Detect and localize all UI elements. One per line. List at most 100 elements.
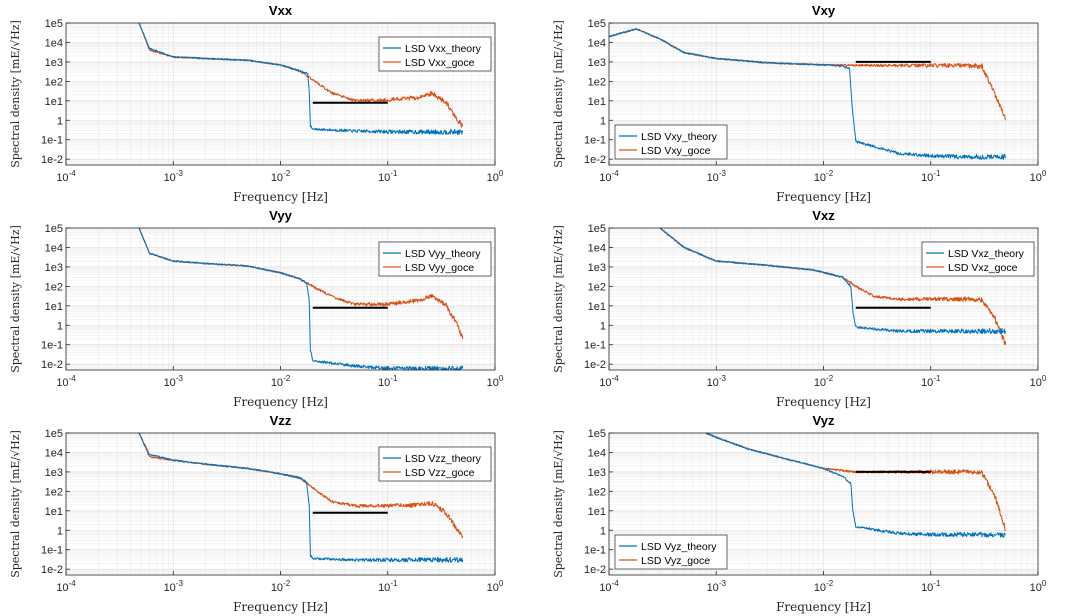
legend-label: LSD Vxx_theory (405, 43, 482, 55)
x-tick-exponent: 0 (499, 169, 504, 178)
y-tick-label: 1e1 (45, 506, 63, 518)
y-tick-label: 1e-1 (584, 135, 606, 147)
y-tick-label: 1e5 (45, 223, 63, 235)
x-tick-exponent: -1 (933, 169, 941, 178)
chart-svg: Vxy 10-4 10-3 10-2 10-1 100 1e-2 1e-1 1 1e1 1e2 1e3… (552, 3, 1047, 204)
chart-title: Vyy (269, 208, 292, 223)
chart-panel-vxz: Vxz 10-4 10-3 10-2 10-1 100 1e-2 1e-1 1 1e1 1e2 1e3… (543, 205, 1086, 410)
series-line-theory (659, 227, 1007, 335)
x-tick-exponent: -2 (826, 169, 834, 178)
x-tick-exponent: 0 (1042, 374, 1047, 383)
chart-panel-vxy: Vxy 10-4 10-3 10-2 10-1 100 1e-2 1e-1 1 1e1 1e2 1e3… (543, 0, 1086, 205)
x-tick-label: 10-4 (599, 579, 619, 594)
y-tick-label: 1e-1 (41, 135, 63, 147)
y-tick-label: 1e1 (45, 301, 63, 313)
chart-title: Vzz (270, 413, 292, 428)
x-tick-label: 10-2 (271, 169, 291, 184)
x-tick-exponent: -2 (826, 579, 834, 588)
chart-svg: Vzz 10-4 10-3 10-2 10-1 100 1e-2 1e-1 1 1e1 1e2 1e3… (9, 413, 504, 614)
y-axis-label: Spectral density [mE/√Hz] (552, 20, 565, 168)
x-tick-label: 10-3 (164, 169, 184, 184)
x-tick-label: 10-3 (164, 579, 184, 594)
chart-panel-vyz: Vyz 10-4 10-3 10-2 10-1 100 1e-2 1e-1 1 1e1 1e2 1e3… (543, 410, 1086, 615)
legend-label: LSD Vxz_theory (948, 248, 1025, 260)
legend-label: LSD Vyz_theory (641, 541, 717, 553)
x-tick-label: 10-1 (378, 169, 398, 184)
legend-box (378, 446, 492, 482)
y-tick-label: 1e5 (588, 223, 606, 235)
y-tick-label: 1e5 (45, 18, 63, 30)
y-tick-label: 1e5 (588, 18, 606, 30)
x-tick-exponent: -4 (612, 374, 620, 383)
series-line-goce (138, 433, 464, 539)
x-tick-label: 10-3 (707, 374, 727, 389)
y-tick-label: 1e5 (45, 428, 63, 440)
legend: LSD Vzz_theory LSD Vzz_goce (378, 446, 492, 482)
x-tick-label: 10-2 (814, 579, 834, 594)
x-tick-exponent: -4 (69, 169, 77, 178)
y-tick-label: 1e-2 (41, 359, 63, 371)
y-tick-label: 1e4 (588, 242, 606, 254)
x-axis-label: Frequency [Hz] (776, 395, 871, 409)
legend-box (921, 241, 1035, 277)
y-tick-label: 1e-2 (41, 154, 63, 166)
x-tick-label: 10-4 (56, 579, 76, 594)
x-tick-label: 10-4 (599, 169, 619, 184)
x-tick-exponent: -1 (933, 374, 941, 383)
y-tick-label: 1e2 (45, 76, 63, 88)
x-tick-exponent: -4 (69, 579, 77, 588)
x-tick-exponent: 0 (499, 579, 504, 588)
y-tick-label: 1e-2 (584, 564, 606, 576)
x-tick-exponent: -1 (933, 579, 941, 588)
x-tick-label: 10-3 (707, 579, 727, 594)
series-line-theory (138, 433, 464, 563)
x-tick-label: 10-2 (271, 579, 291, 594)
y-tick-label: 1e-1 (584, 340, 606, 352)
y-tick-label: 1e2 (588, 486, 606, 498)
y-tick-label: 1e4 (588, 37, 606, 49)
x-tick-exponent: -3 (176, 579, 184, 588)
x-tick-label: 10-1 (378, 374, 398, 389)
series-line-theory (138, 22, 464, 135)
legend: LSD Vyz_theory LSD Vyz_goce (614, 534, 728, 570)
x-tick-exponent: -3 (719, 579, 727, 588)
y-tick-label: 1 (57, 115, 63, 127)
chart-svg: Vxz 10-4 10-3 10-2 10-1 100 1e-2 1e-1 1 1e1 1e2 1e3… (552, 208, 1047, 409)
y-tick-label: 1e-1 (41, 545, 63, 557)
y-tick-label: 1e2 (45, 486, 63, 498)
y-tick-label: 1 (57, 525, 63, 537)
legend: LSD Vxy_theory LSD Vxy_goce (614, 124, 728, 160)
y-tick-label: 1e-1 (41, 340, 63, 352)
x-axis-label: Frequency [Hz] (233, 190, 328, 204)
legend-label: LSD Vzz_goce (405, 467, 475, 479)
series-line-theory (138, 228, 464, 371)
x-tick-label: 10-2 (814, 169, 834, 184)
x-tick-exponent: -4 (612, 169, 620, 178)
chart-panel-vxx: Vxx 10-4 10-3 10-2 10-1 100 1e-2 1e-1 1 1e1 1e2 1e3… (0, 0, 543, 205)
x-tick-label: 10-3 (164, 374, 184, 389)
x-tick-label: 100 (1030, 169, 1047, 184)
x-tick-label: 100 (487, 374, 504, 389)
legend-box (614, 534, 728, 570)
x-axis-label: Frequency [Hz] (233, 600, 328, 614)
y-tick-label: 1e3 (588, 467, 606, 479)
y-tick-label: 1e-1 (584, 545, 606, 557)
y-tick-label: 1e-2 (584, 154, 606, 166)
legend-label: LSD Vyy_theory (405, 248, 481, 260)
x-axis-label: Frequency [Hz] (233, 395, 328, 409)
x-tick-label: 100 (1030, 579, 1047, 594)
y-tick-label: 1e4 (588, 447, 606, 459)
chart-svg: Vyy 10-4 10-3 10-2 10-1 100 1e-2 1e-1 1 1e1 1e2 1e3… (9, 208, 504, 409)
x-tick-label: 10-1 (921, 169, 941, 184)
chart-svg: Vyz 10-4 10-3 10-2 10-1 100 1e-2 1e-1 1 1e1 1e2 1e3… (552, 413, 1047, 614)
x-axis-label: Frequency [Hz] (776, 190, 871, 204)
chart-title: Vxy (812, 3, 836, 18)
x-tick-exponent: -1 (390, 579, 398, 588)
y-tick-label: 1e2 (45, 281, 63, 293)
x-tick-exponent: -3 (719, 169, 727, 178)
x-tick-exponent: 0 (1042, 169, 1047, 178)
legend-label: LSD Vyy_goce (405, 262, 474, 274)
series-line-theory (608, 28, 1007, 160)
x-tick-exponent: -3 (176, 169, 184, 178)
legend-box (614, 124, 728, 160)
